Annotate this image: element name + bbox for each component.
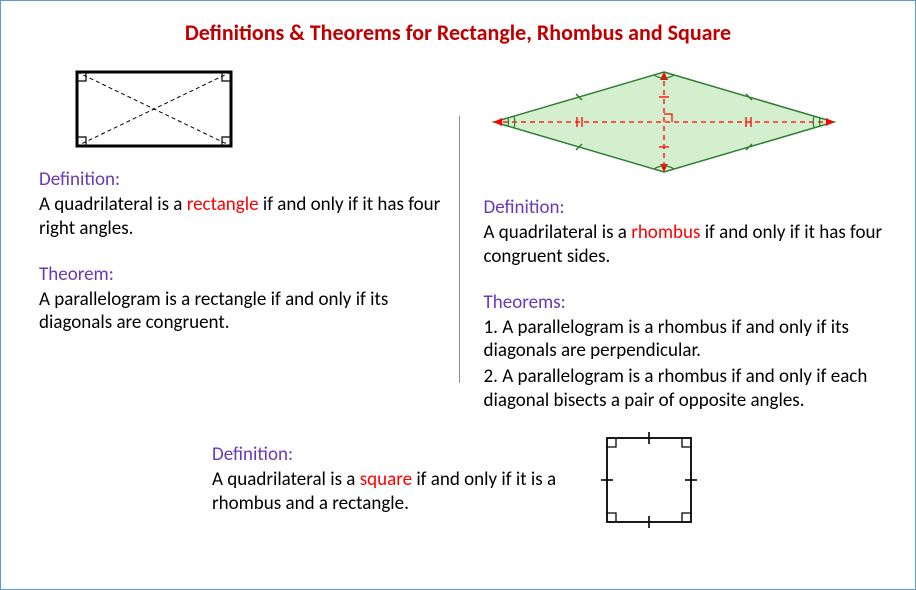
rect-def-text: A quadrilateral is a rectangle if and on… — [39, 193, 441, 241]
rhombus-column: Definition: A quadrilateral is a rhombus… — [460, 56, 886, 413]
rectangle-diagram — [69, 64, 239, 154]
sq-def-pre: A quadrilateral is a — [212, 468, 360, 491]
rect-def-highlight: rectangle — [187, 193, 259, 216]
square-diagram — [594, 425, 704, 535]
square-text-block: Definition: A quadrilateral is a square … — [212, 443, 582, 516]
rhom-def-text: A quadrilateral is a rhombus if and only… — [484, 221, 886, 269]
sq-def-highlight: square — [360, 468, 412, 491]
rect-thm-text: A parallelogram is a rectangle if and on… — [39, 288, 441, 336]
rect-thm-heading: Theorem: — [39, 263, 441, 286]
rhombus-diagram — [484, 62, 844, 182]
square-row: Definition: A quadrilateral is a square … — [1, 425, 915, 535]
sq-def-text: A quadrilateral is a square if and only … — [212, 468, 582, 516]
rect-def-pre: A quadrilateral is a — [39, 193, 187, 216]
rhom-thm-heading: Theorems: — [484, 291, 886, 314]
sq-def-heading: Definition: — [212, 443, 582, 466]
page-container: Definitions & Theorems for Rectangle, Rh… — [0, 0, 916, 590]
two-column-region: Definition: A quadrilateral is a rectang… — [1, 56, 915, 413]
rhom-def-pre: A quadrilateral is a — [484, 221, 632, 244]
rhom-thm2: 2. A parallelogram is a rhombus if and o… — [484, 365, 886, 413]
rhom-def-highlight: rhombus — [631, 221, 700, 244]
page-title: Definitions & Theorems for Rectangle, Rh… — [1, 19, 915, 46]
rect-def-heading: Definition: — [39, 168, 441, 191]
rhom-thm1: 1. A parallelogram is a rhombus if and o… — [484, 316, 886, 364]
rhom-def-heading: Definition: — [484, 196, 886, 219]
rhombus-diagram-wrap — [484, 62, 886, 182]
rectangle-column: Definition: A quadrilateral is a rectang… — [39, 56, 459, 413]
rectangle-diagram-wrap — [39, 64, 441, 154]
